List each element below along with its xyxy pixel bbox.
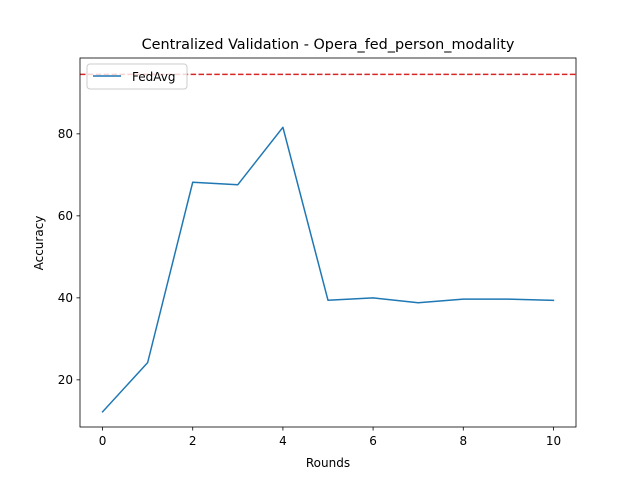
plot-area	[79, 57, 577, 428]
x-tick-label-0: 0	[99, 434, 107, 448]
y-axis-label: Accuracy	[32, 216, 46, 271]
legend-box	[86, 63, 188, 90]
x-axis-label: Rounds	[306, 456, 350, 470]
y-tick-label-80: 80	[58, 127, 73, 141]
y-axis: 20 40 60 80	[58, 127, 80, 387]
x-axis: 0 2 4 6 8 10	[99, 427, 561, 448]
x-tick-label-10: 10	[546, 434, 561, 448]
plot-frame	[79, 57, 577, 428]
x-tick-label-8: 8	[459, 434, 467, 448]
x-tick-label-6: 6	[369, 434, 377, 448]
series-line-fedavg	[101, 126, 555, 413]
legend-label: FedAvg	[132, 70, 175, 84]
x-tick-label-2: 2	[189, 434, 197, 448]
y-tick-label-60: 60	[58, 209, 73, 223]
x-tick-label-4: 4	[279, 434, 287, 448]
y-tick-label-40: 40	[58, 291, 73, 305]
chart-title: Centralized Validation - Opera_fed_perso…	[142, 37, 515, 53]
legend: FedAvg	[86, 63, 188, 90]
y-tick-label-20: 20	[58, 373, 73, 387]
